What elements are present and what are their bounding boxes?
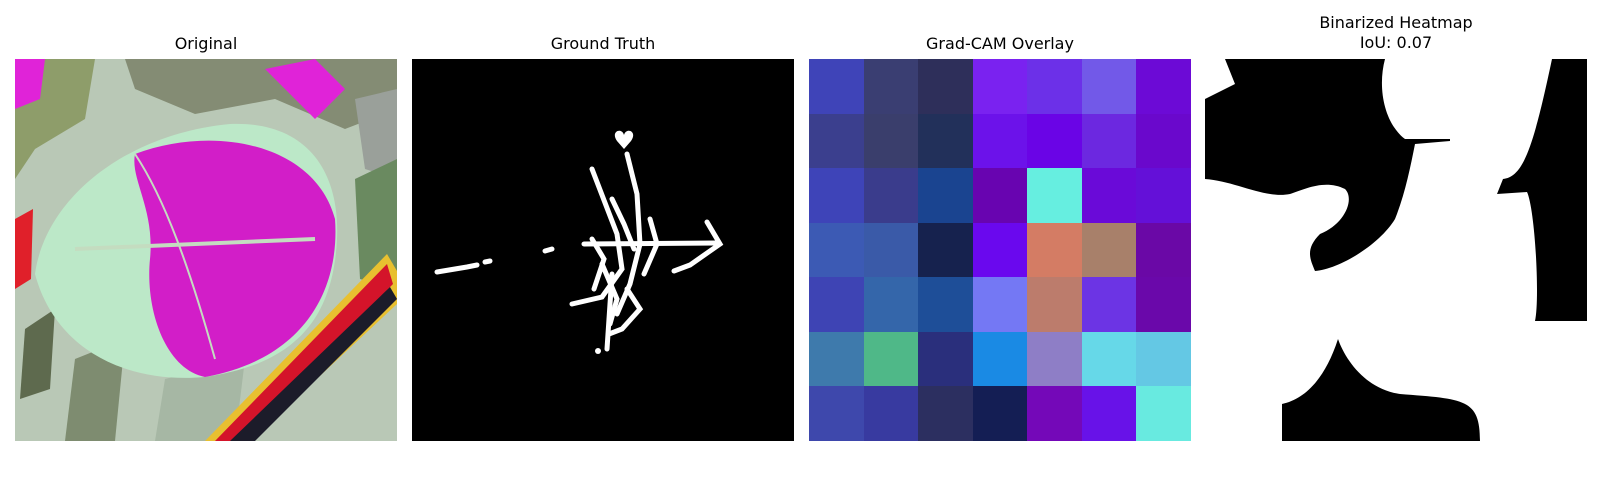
gradcam-cell [1081,168,1137,223]
gradcam-cell [1081,113,1137,169]
gradcam-cell [972,168,1028,223]
gradcam-cell [1081,222,1137,278]
gradcam-cell [863,277,919,332]
gradcam-cell [863,331,919,387]
gradcam-cell [1027,386,1082,441]
gradcam-cell [1027,222,1082,278]
panel-title-gradcam: Grad-CAM Overlay [926,34,1074,53]
gradcam-cell [863,113,919,169]
gradcam-cell [863,59,919,114]
gradcam-cell [1136,168,1191,223]
binarized-heatmap [1205,59,1587,441]
gradcam-cell [1081,331,1137,387]
gradcam-cell [809,168,864,223]
gradcam-cell [972,222,1028,278]
gradcam-cell [809,59,864,114]
gradcam-cell [1027,59,1082,114]
gradcam-cell [972,331,1028,387]
gradcam-cell [918,222,973,278]
gradcam-cell [1136,386,1191,441]
gradcam-cell [918,59,973,114]
gradcam-cell [1081,386,1137,441]
original-image [15,59,397,441]
gradcam-cell [918,331,973,387]
panel-title-ground-truth: Ground Truth [550,34,656,53]
gradcam-cell [809,222,864,278]
panel-title-binarized: Binarized Heatmap IoU: 0.07 [1319,13,1473,52]
gradcam-cell [1027,113,1082,169]
gradcam-cell [972,113,1028,169]
gradcam-cell [863,222,919,278]
gradcam-cell [1027,331,1082,387]
gradcam-cell [918,277,973,332]
gradcam-cell [1136,331,1191,387]
gradcam-cell [972,277,1028,332]
gradcam-cell [918,168,973,223]
gradcam-cell [972,59,1028,114]
gradcam-cell [1136,277,1191,332]
gradcam-cell [809,386,864,441]
gradcam-cell [1136,59,1191,114]
gradcam-grid [809,59,1191,441]
gradcam-cell [863,386,919,441]
gradcam-cell [809,331,864,387]
ground-truth-mask [412,59,794,441]
gradcam-cell [1081,59,1137,114]
gradcam-cell [1027,277,1082,332]
panel-title-original: Original [174,34,238,53]
gradcam-cell [1136,222,1191,278]
gradcam-cell [972,386,1028,441]
gradcam-cell [863,168,919,223]
gradcam-cell [809,277,864,332]
gradcam-cell [1081,277,1137,332]
gradcam-cell [918,386,973,441]
gradcam-overlay [809,59,1191,441]
gradcam-cell [1136,113,1191,169]
gradcam-cell [918,113,973,169]
gradcam-cell [809,113,864,169]
gradcam-cell [1027,168,1082,223]
